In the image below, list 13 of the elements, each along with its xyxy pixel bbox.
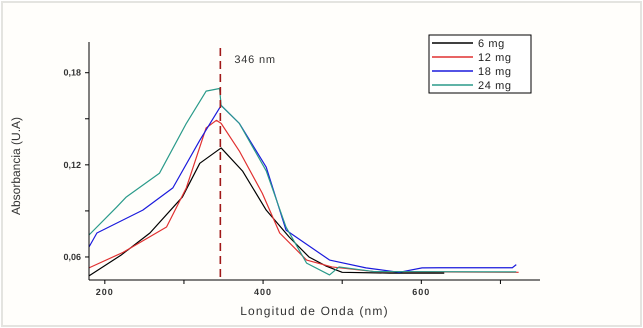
x-tick-label: 400 xyxy=(254,287,272,297)
y-tick-label: 0,18 xyxy=(63,68,81,78)
x-axis-title: Longitud de Onda (nm) xyxy=(240,304,389,318)
legend-label: 12 mg xyxy=(478,52,512,64)
x-tick-label: 600 xyxy=(412,287,430,297)
y-axis-title: Absorbancia (U.A) xyxy=(9,116,23,216)
x-tick-label: 200 xyxy=(96,287,114,297)
legend-label: 6 mg xyxy=(478,38,505,50)
legend-label: 24 mg xyxy=(478,80,512,92)
legend-label: 18 mg xyxy=(478,66,512,78)
ref-line-label: 346 nm xyxy=(234,54,276,66)
y-tick-label: 0,06 xyxy=(63,252,81,262)
y-tick-label: 0,12 xyxy=(63,160,81,170)
